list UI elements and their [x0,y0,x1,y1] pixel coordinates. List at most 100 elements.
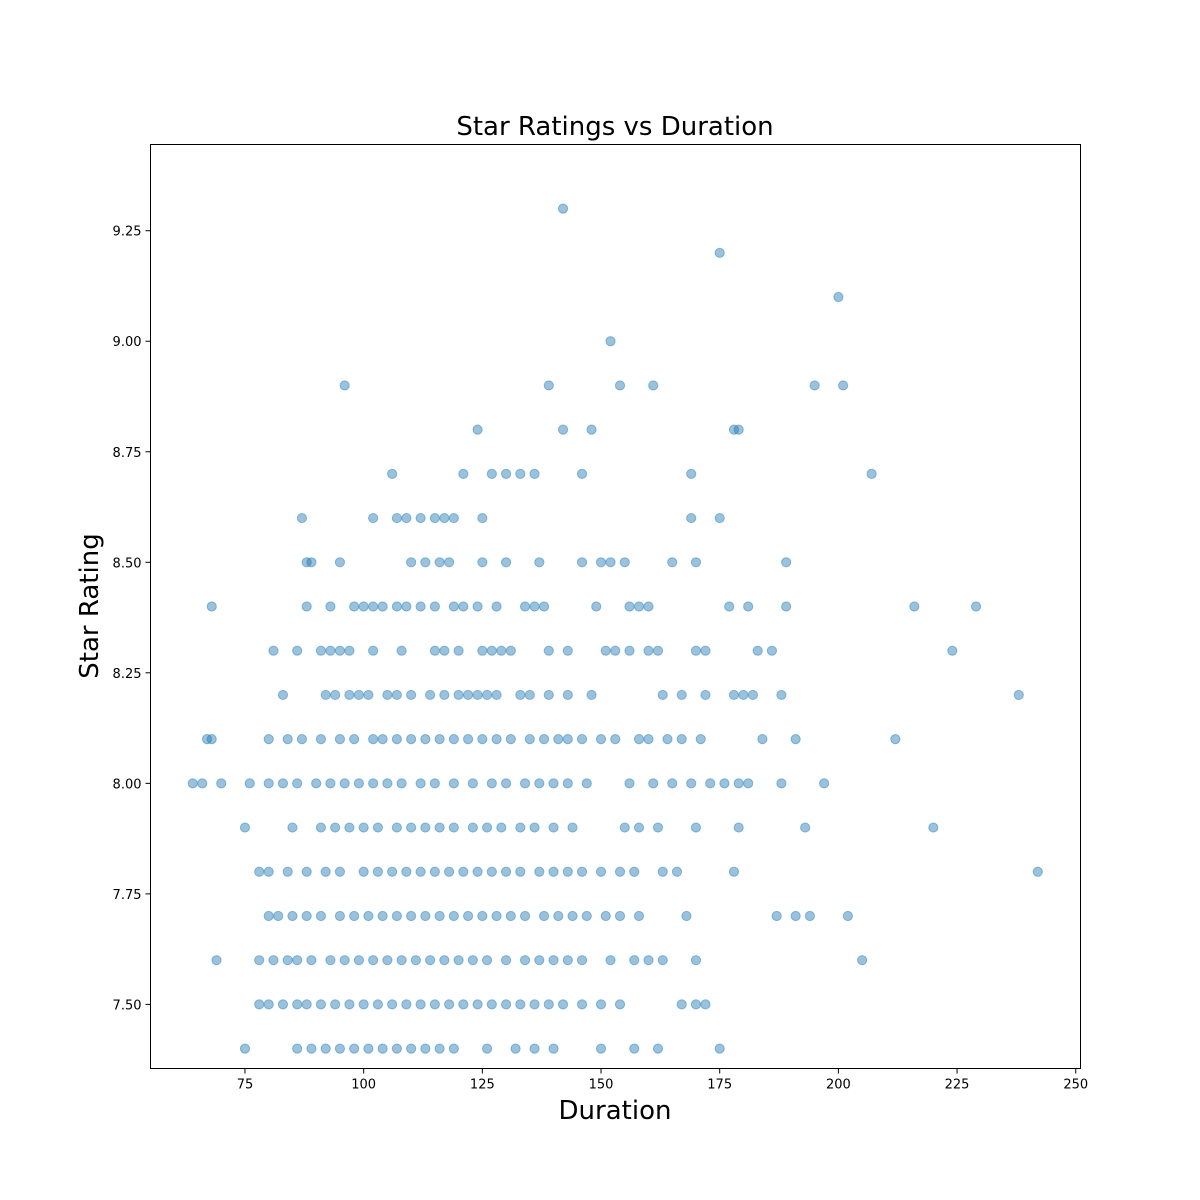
data-point [500,955,512,966]
data-point [448,778,459,789]
data-point [557,999,569,1010]
data-point [330,689,341,701]
data-point [534,866,545,877]
data-point [481,822,493,833]
data-point [406,557,417,568]
data-point [406,822,417,833]
data-point [444,999,455,1010]
data-point [368,645,379,656]
data-point [804,910,816,922]
data-point [548,822,559,833]
data-point [458,601,469,612]
data-point [472,866,483,877]
data-point [614,866,626,877]
data-point [315,999,327,1010]
data-point [591,601,602,612]
data-point [728,866,740,877]
data-point [505,645,516,656]
data-point [391,910,402,922]
data-point [538,601,550,612]
data-point [325,601,336,612]
data-point [239,822,251,833]
data-point [477,512,488,524]
data-point [368,778,379,789]
data-point [548,1043,559,1054]
data-point [334,866,346,877]
data-point [629,955,640,966]
data-point [671,866,683,877]
plot-frame [150,144,1081,1069]
data-point [586,424,597,435]
data-point [600,645,611,656]
data-point [372,999,383,1010]
data-point [263,866,274,877]
y-tick-label: 9.25 [113,225,142,240]
data-point [277,778,289,789]
data-point [728,424,740,435]
data-point [467,955,478,966]
data-point [292,1043,303,1054]
data-point [301,601,312,612]
data-point [534,778,545,789]
data-point [781,557,792,568]
data-point [652,1043,664,1054]
data-point [377,734,388,745]
data-point [491,601,502,612]
x-tick-label: 125 [470,1078,495,1093]
data-point [548,778,559,789]
data-point [368,601,379,612]
x-tick-label: 100 [351,1078,376,1093]
data-point [420,734,431,745]
data-point [486,999,497,1010]
data-point [325,645,336,656]
data-point [543,645,554,656]
data-point [515,468,526,479]
data-point [320,1043,331,1054]
data-point [282,734,293,745]
data-point [453,645,464,656]
data-point [681,910,692,922]
data-point [273,910,284,922]
data-point [353,955,365,966]
data-point [315,822,327,833]
data-point [491,910,502,922]
data-point [529,822,540,833]
data-point [643,601,654,612]
data-point [515,999,526,1010]
data-point [434,1043,445,1054]
data-point [543,689,554,701]
data-point [458,866,469,877]
data-point [500,468,512,479]
data-point [363,910,374,922]
data-point [444,866,455,877]
data-point [557,424,569,435]
data-point [477,645,488,656]
data-point [434,734,445,745]
data-point [519,910,531,922]
data-point [277,999,289,1010]
data-point [676,689,687,701]
data-point [619,557,630,568]
data-point [396,778,407,789]
data-point [624,645,635,656]
data-point [330,822,341,833]
data-point [434,910,445,922]
data-point [349,601,360,612]
data-point [667,557,678,568]
data-point [800,822,811,833]
data-point [610,734,621,745]
data-point [377,910,388,922]
data-point [439,645,450,656]
data-point [771,910,782,922]
y-tick-label: 7.50 [113,998,142,1013]
data-point [562,866,573,877]
data-point [662,734,673,745]
data-point [700,645,711,656]
data-point [472,601,483,612]
data-point [728,689,740,701]
data-point [334,645,346,656]
data-point [576,734,588,745]
data-point [595,866,607,877]
data-point [633,601,645,612]
data-point [429,999,440,1010]
